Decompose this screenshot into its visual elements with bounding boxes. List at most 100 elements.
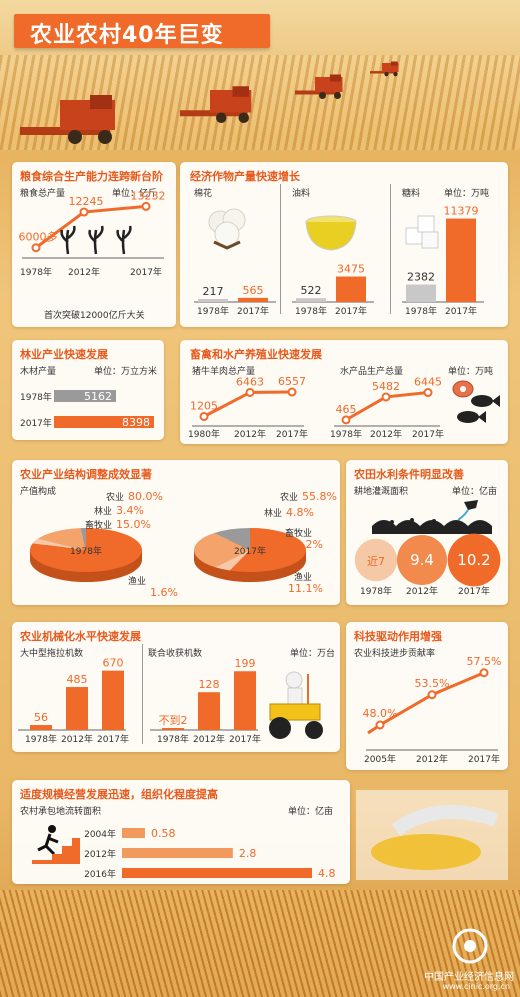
tractor-figure-icon [269, 671, 323, 739]
tick-label: 1978年 [405, 305, 437, 317]
data-label: 55.8% [302, 490, 337, 503]
data-point [479, 668, 489, 678]
tick-label: 2017年 [229, 733, 261, 745]
tick-label: 2017年 [458, 585, 490, 597]
data-label: 12245 [69, 195, 104, 208]
bar [296, 298, 326, 302]
category-label: 渔业 [128, 576, 146, 587]
pie-slice [194, 533, 250, 568]
divider [390, 184, 391, 314]
land-subtitle: 农村承包地流转面积 [20, 807, 102, 817]
pie-title: 2017年 [234, 545, 266, 557]
livestock-unit: 单位：万吨 [448, 367, 494, 377]
data-label: 0.58 [151, 827, 176, 840]
tick-label: 2017年 [412, 428, 444, 440]
data-label: 8398 [122, 416, 150, 429]
data-label: 522 [301, 284, 322, 297]
aqua-label: 水产品生产总量 [340, 367, 404, 377]
bubble [354, 538, 398, 582]
tick-label: 2017年 [276, 428, 308, 440]
wheat-icon [116, 225, 132, 255]
bar [336, 276, 366, 302]
data-label: 4.8 [318, 867, 336, 880]
data-label: 56 [34, 711, 48, 724]
tick-label: 2017年 [335, 305, 367, 317]
bar [54, 416, 154, 428]
tick-label: 1978年 [360, 585, 392, 597]
mech-unit: 单位：万台 [290, 649, 336, 659]
data-point [79, 207, 89, 217]
fish-icon [471, 395, 500, 407]
data-label: 不到2 [159, 714, 188, 727]
data-label: 6000多 [19, 230, 58, 244]
data-label: 5482 [372, 380, 400, 393]
irrigation-subtitle: 耕地灌溉面积 [354, 487, 409, 497]
cash-crops-bar-chart: 217 1978年 565 2017年 522 1978年 3475 2017年 2382 197… [194, 205, 484, 317]
data-point [31, 243, 41, 253]
bar [54, 390, 116, 402]
tick-label: 1978年 [20, 266, 52, 278]
tick-label: 2012年 [68, 266, 100, 278]
data-label: 565 [243, 284, 264, 297]
structure-subtitle: 产值构成 [20, 487, 57, 497]
data-label: 6463 [236, 375, 264, 388]
tick-label: 2017年 [445, 305, 477, 317]
tick-label: 2017年 [97, 733, 129, 745]
combine-harvester-icon [370, 61, 399, 77]
pie-slice [214, 528, 250, 550]
tick-label: 2012年 [406, 585, 438, 597]
tech-title: 科技驱动作用增强 [354, 630, 442, 643]
data-label: 217 [203, 285, 224, 298]
tick-label: 2005年 [364, 753, 396, 765]
tick-label: 1978年 [197, 305, 229, 317]
divider [142, 644, 143, 744]
data-label: 近7 [367, 555, 385, 568]
mechanization-panel: 农业机械化水平快速发展 大中型拖拉机数 联合收获机数 单位：万台 56 1978年… [12, 622, 340, 752]
bar [238, 297, 268, 302]
bubble [396, 534, 448, 586]
data-label: 1.6% [150, 586, 178, 599]
data-point [341, 415, 351, 425]
data-label: 5162 [84, 390, 112, 403]
category-label: 畜牧业 [285, 527, 312, 539]
forest-unit: 单位：万立方米 [94, 367, 158, 377]
watermark-name: 中国产业经济信息网 [424, 972, 514, 983]
steak-icon [452, 380, 474, 398]
data-label: 80.0% [128, 490, 163, 503]
grain-panel: 粮食综合生产能力连跨新台阶 粮食总产量 单位：亿斤 6000多 1978年 1224… [12, 162, 176, 327]
data-label: 10.2 [457, 551, 490, 569]
pie-slice [32, 538, 86, 550]
runner-stairs-icon [32, 825, 80, 864]
tech-line-chart: 48.0% 2005年 53.5% 2012年 57.5% 2017年 [363, 655, 502, 765]
data-label: 57.5% [467, 655, 502, 668]
oil-label: 油料 [292, 189, 311, 199]
data-point [423, 388, 433, 398]
cash-crops-panel: 经济作物产量快速增长 棉花 油料 糖料 单位：万吨 217 1978年 565 201… [180, 162, 508, 327]
pie-title: 1978年 [70, 545, 102, 557]
tractor-label: 大中型拖拉机数 [20, 649, 84, 659]
data-label: 13232 [131, 189, 166, 202]
data-label: 48.0% [363, 707, 398, 720]
tick-label: 2012年 [193, 733, 225, 745]
data-label: 128 [199, 678, 220, 691]
data-point [141, 201, 151, 211]
harvester-label: 联合收获机数 [148, 649, 203, 659]
bar [102, 670, 124, 730]
data-label: 4.8% [286, 506, 314, 519]
data-label: 3475 [337, 263, 365, 276]
sugar-label: 糖料 [402, 189, 421, 199]
grain-unit: 单位：亿斤 [112, 189, 158, 199]
data-point [199, 411, 209, 421]
cash-title: 经济作物产量快速增长 [190, 170, 300, 183]
fish-icon [457, 411, 486, 423]
irrigation-title: 农田水利条件明显改善 [354, 468, 464, 481]
tick-label: 1978年 [295, 305, 327, 317]
irrigation-bubble-chart: 近7 1978年 9.4 2012年 10.2 2017年 [354, 533, 501, 597]
data-point [287, 387, 297, 397]
divider [280, 184, 281, 314]
page-title-box: 农业农村40年巨变 [14, 14, 270, 48]
tech-subtitle: 农业科技进步贡献率 [354, 649, 436, 659]
irrigation-unit: 单位：亿亩 [452, 487, 498, 497]
pie-slice [37, 528, 86, 550]
land-panel: 适度规模经营发展迅速，组织化程度提高 农村承包地流转面积 单位：亿亩 0.58 2… [12, 780, 350, 884]
